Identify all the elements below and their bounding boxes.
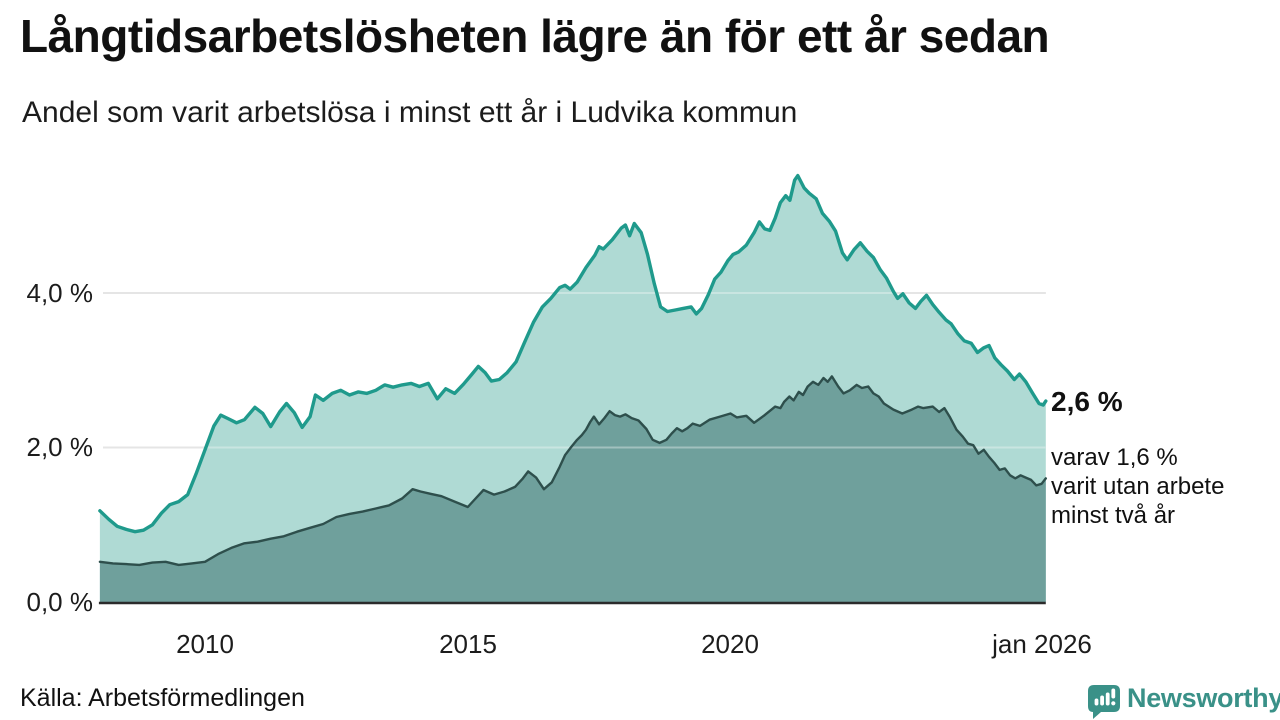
x-axis-label-2015: 2015 [439, 629, 497, 659]
page-subtitle: Andel som varit arbetslösa i minst ett å… [22, 96, 798, 129]
source-credit: Källa: Arbetsförmedlingen [20, 684, 305, 712]
line-minst-tva-ar [98, 375, 1047, 567]
line-minst-ett-ar [98, 173, 1048, 534]
x-axis-label-2010: 2010 [176, 629, 234, 659]
area-minst-tva-ar [99, 376, 1046, 602]
end-value-annotation: 2,6 % [1051, 386, 1123, 417]
sub-value-annotation: varav 1,6 % varit utan arbete minst två … [1051, 444, 1225, 529]
y-axis-label-2: 2,0 % [26, 432, 94, 462]
x-axis-label-2020: 2020 [701, 629, 759, 659]
x-axis-label-jan-2026: jan 2026 [992, 629, 1092, 659]
newsworthy-wordmark: Newsworthy [1127, 683, 1280, 713]
page-title: Långtidsarbetslösheten lägre än för ett … [20, 10, 1050, 62]
y-axis-label-4: 4,0 % [26, 278, 94, 308]
newsworthy-speech-bubble-icon [1088, 685, 1120, 719]
y-axis-label-0: 0,0 % [26, 587, 94, 617]
